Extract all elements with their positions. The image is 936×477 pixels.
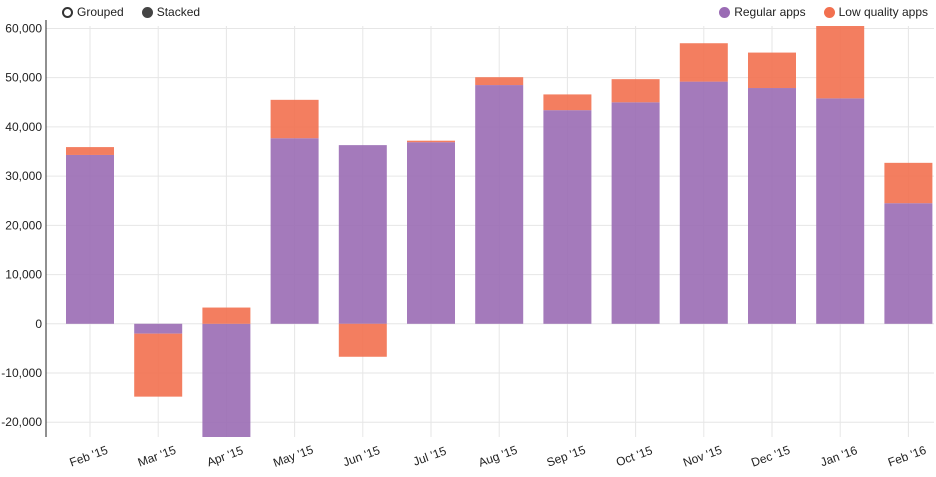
x-tick-label: Nov '15 [681,443,724,470]
legend-dot-regular-icon[interactable] [719,6,731,18]
legend-item-low-quality[interactable]: Low quality apps [823,5,928,19]
x-tick-label: Feb '15 [68,443,110,470]
x-tick-label: Dec '15 [749,443,792,470]
bar-regular-apps[interactable] [884,203,933,324]
bars [66,26,933,437]
x-tick-label: Feb '16 [886,443,928,470]
y-tick-label: 50,000 [5,71,42,85]
bar-low-quality-apps[interactable] [270,99,319,139]
x-tick-label: Mar '15 [136,443,178,470]
legend-label-low-quality: Low quality apps [838,5,928,19]
y-tick-label: 30,000 [5,169,42,183]
x-tick-label: Aug '15 [476,443,519,470]
bar-regular-apps[interactable] [202,323,251,437]
y-tick-label: -10,000 [1,366,42,380]
x-tick-label: May '15 [271,442,315,470]
bar-low-quality-apps[interactable] [407,140,455,143]
bar-regular-apps[interactable] [338,145,387,324]
bar-low-quality-apps[interactable] [202,307,251,324]
bar-regular-apps[interactable] [66,154,114,324]
x-tick-label: Oct '15 [614,443,654,469]
grouped-radio-icon[interactable] [62,6,73,18]
y-tick-label: 60,000 [5,21,42,35]
stacked-label: Stacked [156,5,201,19]
bar-regular-apps[interactable] [748,88,796,324]
bar-low-quality-apps[interactable] [679,43,728,82]
x-tick-label: Apr '15 [205,443,245,469]
bar-low-quality-apps[interactable] [338,323,387,357]
legend-label-regular: Regular apps [734,5,806,19]
grouped-label: Grouped [77,5,124,19]
y-tick-label: -20,000 [1,415,42,429]
y-tick-label: 0 [35,317,42,331]
y-tick-label: 10,000 [5,268,42,282]
mode-controls: Grouped Stacked [62,5,200,19]
bar-regular-apps[interactable] [475,85,524,324]
bar-low-quality-apps[interactable] [134,333,183,397]
bar-low-quality-apps[interactable] [475,77,524,86]
stacked-radio-icon[interactable] [141,6,153,18]
bar-low-quality-apps[interactable] [611,79,660,103]
bar-low-quality-apps[interactable] [884,162,933,204]
bar-low-quality-apps[interactable] [748,52,796,89]
bar-regular-apps[interactable] [543,110,592,324]
bar-low-quality-apps[interactable] [543,94,592,111]
bar-regular-apps[interactable] [816,98,865,324]
x-axis-ticks: Feb '15 Mar '15 Apr '15 May '15 Jun '15 Jul '… [68,442,929,470]
legend-item-regular[interactable]: Regular apps [719,5,806,19]
bar-regular-apps[interactable] [134,323,183,334]
legend-dot-low-quality-icon[interactable] [823,6,835,18]
bar-regular-apps[interactable] [270,138,319,324]
x-tick-label: Sep '15 [545,443,588,470]
bar-low-quality-apps[interactable] [816,26,865,99]
y-tick-label: 20,000 [5,218,42,232]
bar-low-quality-apps[interactable] [66,147,114,155]
legend: Regular apps Low quality apps [719,5,928,19]
grouped-option[interactable]: Grouped [62,5,124,19]
y-axis-ticks: 60,000 50,000 40,000 30,000 20,000 10,000 0 -10… [1,21,42,429]
x-tick-label: Jun '15 [341,443,382,469]
bar-regular-apps[interactable] [407,142,455,324]
bar-regular-apps[interactable] [679,81,728,324]
x-tick-label: Jan '16 [818,443,859,469]
y-tick-label: 40,000 [5,120,42,134]
bar-regular-apps[interactable] [611,102,660,324]
stacked-option[interactable]: Stacked [141,5,201,19]
x-tick-label: Jul '15 [411,444,448,469]
